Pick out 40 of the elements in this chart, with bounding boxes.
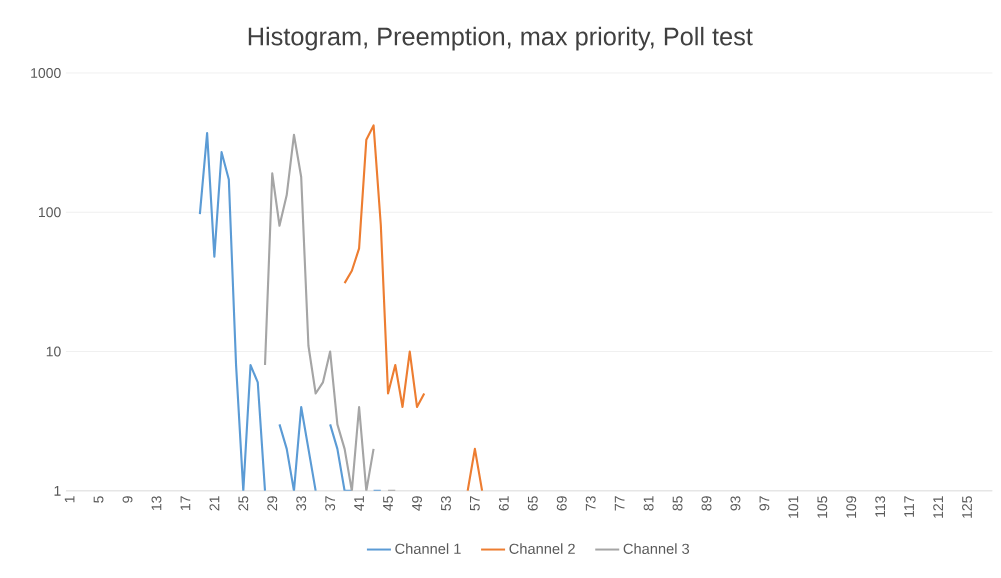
x-tick-label: 113 [875, 495, 886, 517]
x-tick-label: 9 [122, 495, 133, 503]
y-tick-label: 1000 [31, 67, 61, 78]
x-tick-label: 69 [556, 495, 567, 511]
x-tick-label: 73 [585, 495, 596, 511]
y-tick-label: 100 [38, 207, 61, 217]
x-tick-label: 117 [904, 496, 914, 517]
x-tick-label: 57 [470, 496, 480, 511]
x-tick-label: 1 [64, 496, 75, 503]
x-tick-label: 17 [180, 496, 191, 510]
x-tick-label: 5 [93, 495, 104, 503]
x-tick-label: 13 [151, 495, 162, 510]
x-tick-label: 21 [209, 496, 220, 511]
x-tick-label: 77 [614, 496, 625, 511]
legend-label: Channel 1 [395, 543, 461, 554]
x-tick-label: 89 [701, 495, 712, 511]
y-tick-label: 1 [54, 485, 61, 496]
x-tick-label: 81 [643, 496, 654, 511]
legend-label: Channel 2 [509, 543, 575, 554]
x-tick-label: 33 [296, 495, 307, 511]
x-tick-label: 45 [383, 495, 393, 511]
y-tick-label: 10 [46, 346, 61, 357]
x-tick-label: 93 [730, 495, 741, 511]
x-tick-label: 109 [846, 495, 857, 518]
x-tick-label: 61 [498, 496, 509, 511]
x-tick-label: 53 [440, 495, 451, 511]
x-tick-label: 105 [817, 495, 828, 518]
x-tick-label: 41 [354, 496, 364, 511]
x-tick-label: 85 [672, 495, 683, 511]
x-tick-label: 29 [267, 495, 278, 511]
x-tick-label: 25 [238, 495, 249, 511]
x-tick-label: 49 [412, 495, 422, 511]
x-tick-label: 65 [527, 495, 538, 511]
x-tick-label: 101 [788, 496, 799, 518]
x-tick-label: 37 [325, 496, 336, 511]
chart-title: Histogram, Preemption, max priority, Poll test [248, 26, 753, 51]
x-tick-label: 97 [759, 496, 770, 511]
legend-label: Channel 3 [623, 543, 690, 554]
x-tick-label: 121 [933, 496, 943, 518]
x-tick-label: 125 [962, 495, 972, 518]
